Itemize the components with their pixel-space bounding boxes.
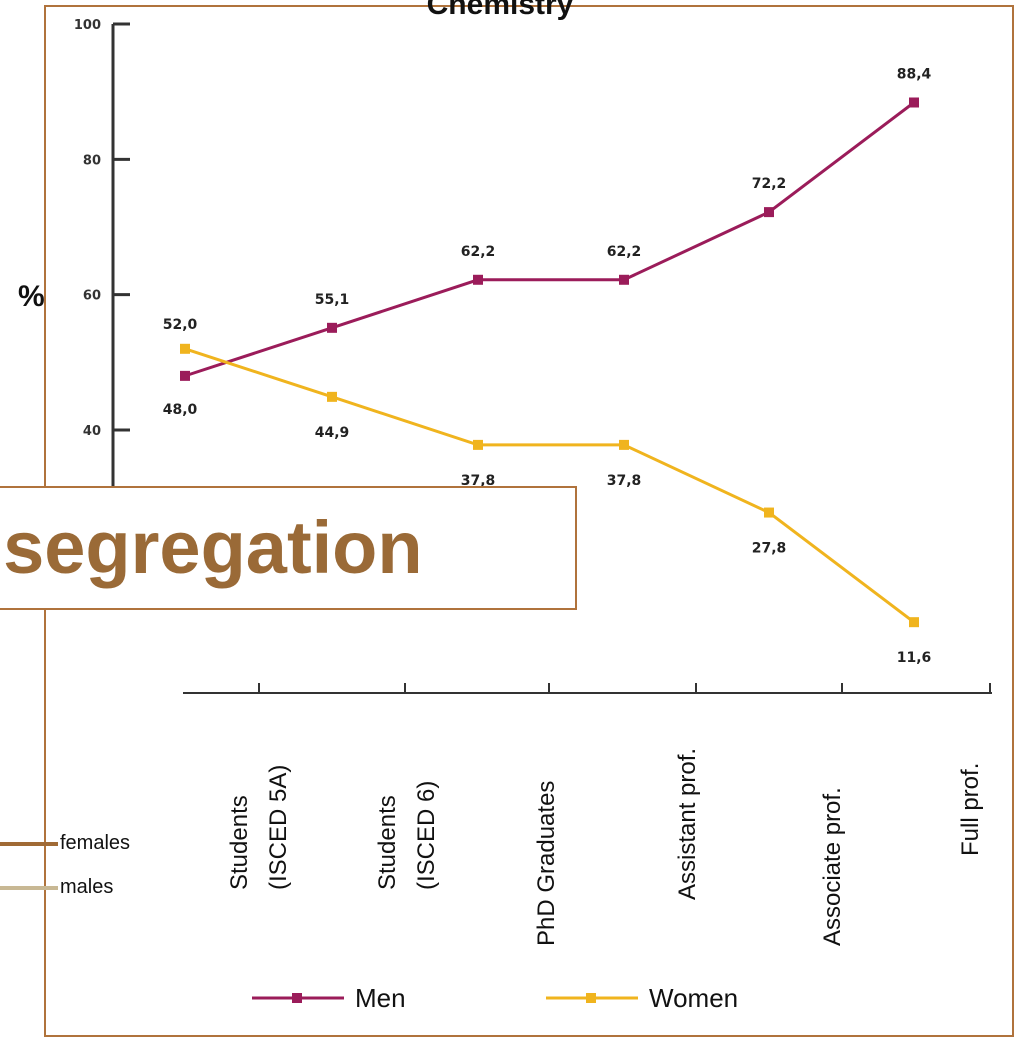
data-label-women: 37,8	[607, 473, 642, 489]
point-women	[473, 439, 483, 450]
legend: Men Women	[252, 983, 738, 1013]
data-label-men: 48,0	[163, 402, 198, 418]
category-label: Assistant prof.	[674, 748, 701, 900]
category-label: Students	[374, 795, 401, 890]
data-label-women: 27,8	[752, 541, 787, 557]
legend-label-men: Men	[355, 983, 406, 1013]
data-label-men: 72,2	[752, 176, 787, 192]
chart-title: Chemistry	[427, 0, 574, 21]
category-labels: Students (ISCED 5A) Students (ISCED 6) PhD G…	[226, 748, 984, 946]
point-women	[327, 391, 337, 402]
category-label: Associate prof.	[819, 787, 846, 946]
point-men	[909, 97, 919, 108]
category-label: Students	[226, 795, 253, 890]
point-men	[473, 274, 483, 285]
data-label-women: 11,6	[897, 650, 932, 666]
data-label-men: 55,1	[315, 292, 350, 308]
legend-marker-men	[292, 993, 302, 1003]
category-label: Full prof.	[957, 763, 984, 856]
category-label: PhD Graduates	[533, 781, 560, 946]
side-legend-females: females	[0, 832, 130, 855]
point-men	[764, 207, 774, 218]
y-tick-label: 40	[83, 424, 101, 439]
y-tick-label: 100	[74, 18, 101, 33]
segregation-callout: l segregation	[0, 486, 577, 610]
point-women	[619, 439, 629, 450]
y-tick-label: 60	[83, 289, 101, 304]
point-men	[619, 274, 629, 285]
axes: 40 60 80 100	[74, 18, 992, 694]
males-swatch	[0, 885, 58, 890]
data-label-women: 37,8	[461, 473, 496, 489]
y-axis-label: %	[18, 280, 45, 313]
point-women	[909, 617, 919, 628]
callout-text: l segregation	[0, 506, 423, 589]
series-line-men	[184, 101, 915, 378]
category-label: (ISCED 5A)	[265, 765, 292, 890]
series-line-women	[184, 347, 915, 624]
point-men	[327, 322, 337, 333]
y-tick-label: 80	[83, 153, 101, 168]
series-lines	[180, 97, 919, 628]
males-label: males	[60, 876, 114, 898]
point-men	[180, 370, 190, 381]
data-label-women: 52,0	[163, 317, 198, 333]
side-legend-males: males	[0, 876, 113, 899]
legend-label-women: Women	[649, 983, 738, 1013]
point-women	[764, 507, 774, 518]
females-label: females	[60, 832, 131, 854]
data-label-men: 62,2	[607, 244, 642, 260]
data-label-men: 88,4	[897, 66, 932, 82]
data-label-men: 62,2	[461, 244, 496, 260]
data-label-women: 44,9	[315, 425, 350, 441]
legend-marker-women	[586, 993, 596, 1003]
data-labels: 48,0 55,1 62,2 62,2 72,2 88,4 52,0 44,9 37,8 37,8…	[163, 66, 932, 666]
point-women	[180, 343, 190, 354]
females-swatch	[0, 841, 58, 846]
category-label: (ISCED 6)	[413, 781, 440, 890]
